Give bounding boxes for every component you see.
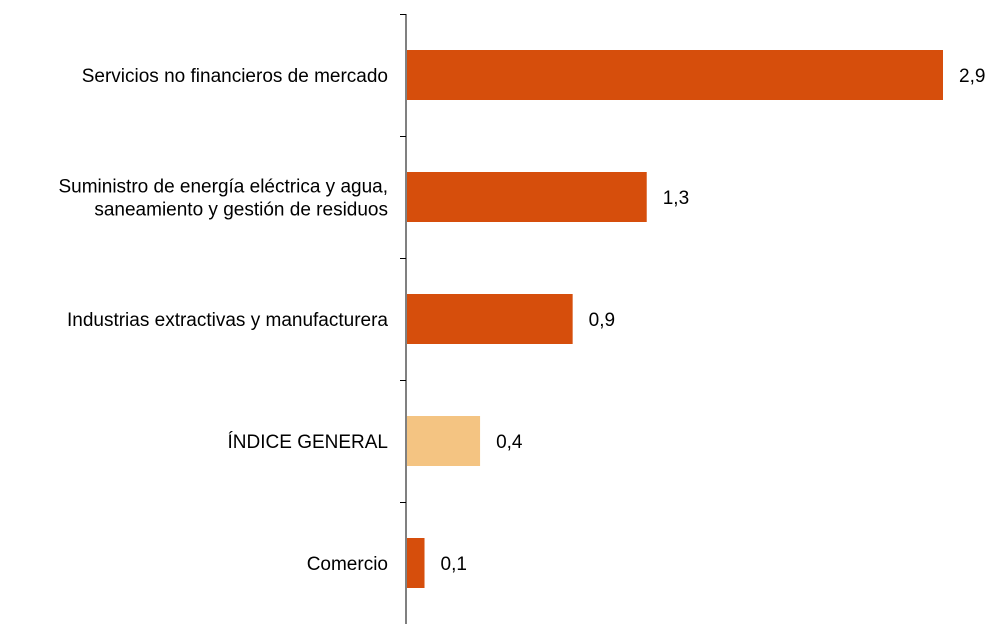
value-label: 0,1	[441, 554, 467, 575]
category-label-line: Suministro de energía eléctrica y agua,	[58, 177, 388, 198]
bar	[407, 294, 573, 344]
value-label: 2,9	[959, 66, 985, 87]
category-label: Servicios no financieros de mercado	[82, 66, 388, 87]
category-label-line: ÍNDICE GENERAL	[228, 432, 388, 453]
category-label: ÍNDICE GENERAL	[228, 432, 388, 453]
category-label: Suministro de energía eléctrica y agua, s…	[58, 177, 388, 221]
category-label-line: Servicios no financieros de mercado	[82, 66, 388, 87]
category-label: Comercio	[307, 554, 388, 575]
bar-layer	[407, 50, 943, 588]
value-label: 0,4	[496, 432, 523, 453]
value-label: 1,3	[663, 188, 689, 209]
category-label: Industrias extractivas y manufacturera	[67, 310, 388, 331]
category-label-line: Industrias extractivas y manufacturera	[67, 310, 388, 331]
category-label-line: saneamiento y gestión de residuos	[94, 200, 388, 221]
value-label: 0,9	[589, 310, 615, 331]
bar	[407, 538, 425, 588]
category-label-line: Comercio	[307, 554, 388, 575]
bar	[407, 50, 943, 100]
bar	[407, 172, 647, 222]
label-layer: 2,9 Servicios no financieros de mercado 1,…	[58, 66, 985, 575]
axis-layer	[400, 14, 407, 624]
bar	[407, 416, 481, 466]
